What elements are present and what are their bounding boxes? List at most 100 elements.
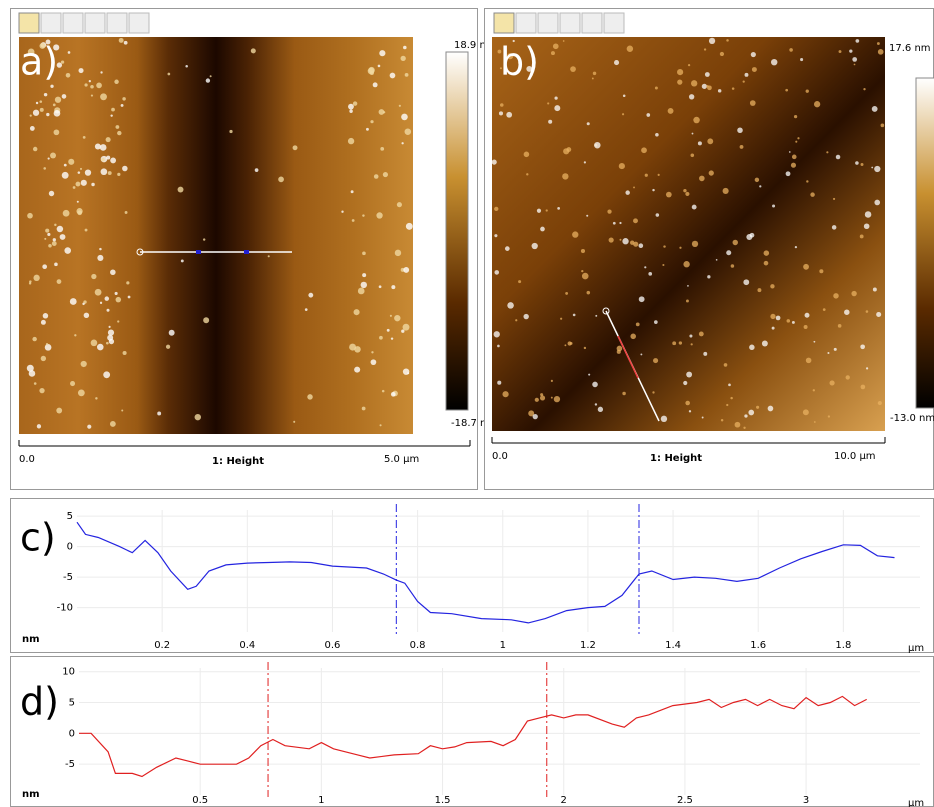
particle xyxy=(28,370,36,377)
particle xyxy=(827,415,831,418)
particle xyxy=(813,101,821,108)
particle xyxy=(562,173,569,180)
particle xyxy=(731,87,735,90)
particle xyxy=(853,63,856,66)
particle xyxy=(84,228,88,232)
particle xyxy=(591,77,594,80)
particle xyxy=(550,51,555,56)
particle xyxy=(844,309,850,315)
particle xyxy=(652,391,655,394)
particle xyxy=(53,109,61,117)
particle xyxy=(52,238,56,242)
particle xyxy=(74,334,77,337)
particle xyxy=(117,130,122,136)
particle xyxy=(95,397,98,400)
particle xyxy=(308,292,314,298)
particle xyxy=(703,48,707,51)
particle xyxy=(754,177,760,183)
particle xyxy=(646,113,651,117)
particle xyxy=(379,50,386,57)
particle xyxy=(390,337,394,340)
particle xyxy=(497,49,502,54)
particle xyxy=(39,387,45,394)
particle xyxy=(813,421,816,423)
particle xyxy=(400,55,406,62)
particle xyxy=(706,84,709,88)
particle xyxy=(785,171,791,177)
particle xyxy=(540,393,544,397)
particle xyxy=(494,234,498,238)
particle xyxy=(526,66,533,72)
y-tick-label: 0 xyxy=(69,728,75,739)
particle xyxy=(70,381,76,387)
particle xyxy=(743,426,746,429)
particle xyxy=(845,375,850,380)
particle xyxy=(94,288,102,296)
particle xyxy=(763,250,770,256)
particle xyxy=(369,70,374,76)
particle xyxy=(354,366,361,373)
particle xyxy=(550,379,553,382)
particle xyxy=(572,313,576,317)
y-tick-label: 5 xyxy=(67,511,73,522)
particle xyxy=(35,101,39,105)
y-tick-label: 0 xyxy=(67,542,73,553)
particle xyxy=(90,84,94,89)
particle xyxy=(597,406,604,412)
particle xyxy=(45,39,51,45)
particle xyxy=(43,92,48,97)
particle xyxy=(32,109,40,116)
particle xyxy=(307,394,313,400)
particle xyxy=(771,326,775,330)
particle xyxy=(121,409,124,412)
particle xyxy=(742,80,745,83)
particle xyxy=(493,331,500,338)
y-tick-label: 10 xyxy=(62,667,75,678)
particle xyxy=(691,240,699,248)
particle xyxy=(29,125,35,131)
x-tick-label: 1.2 xyxy=(580,640,596,651)
particle xyxy=(107,329,115,336)
particle xyxy=(47,232,51,237)
particle xyxy=(118,37,124,43)
particle xyxy=(398,104,401,107)
particle xyxy=(100,168,108,176)
particle xyxy=(786,319,791,323)
axis-title: 1: Height xyxy=(650,453,702,464)
particle xyxy=(567,341,572,346)
particle xyxy=(621,113,625,116)
particle xyxy=(699,175,705,182)
particle xyxy=(689,334,693,338)
particle xyxy=(51,241,57,246)
particle xyxy=(685,400,690,406)
particle xyxy=(871,105,878,112)
particle xyxy=(730,396,733,400)
x-axis-label: µm xyxy=(908,643,924,654)
particle xyxy=(749,232,755,238)
particle xyxy=(708,170,714,176)
particle xyxy=(48,244,52,248)
particle xyxy=(27,212,33,219)
particle xyxy=(349,109,353,113)
particle xyxy=(115,296,122,303)
particle xyxy=(371,351,374,354)
particle xyxy=(547,102,550,105)
particle xyxy=(250,48,256,54)
particle xyxy=(110,157,117,164)
particle xyxy=(744,414,748,418)
particle xyxy=(32,146,38,152)
chart-frame xyxy=(10,656,934,807)
particle xyxy=(586,122,590,126)
particle xyxy=(638,243,644,249)
particle xyxy=(47,157,50,160)
particle xyxy=(863,223,870,230)
particle xyxy=(874,165,881,173)
particle xyxy=(99,301,103,304)
charts: c) nm µm 5 0 -5 -10 0.2 0.4 0.6 0.8 1 1.2 1.4 1.6 1.8 d)… xyxy=(20,504,924,807)
particle xyxy=(704,72,710,77)
particle xyxy=(655,133,659,137)
particle xyxy=(536,208,542,213)
particle xyxy=(583,161,587,164)
x-tick-label: 0.6 xyxy=(325,640,341,651)
